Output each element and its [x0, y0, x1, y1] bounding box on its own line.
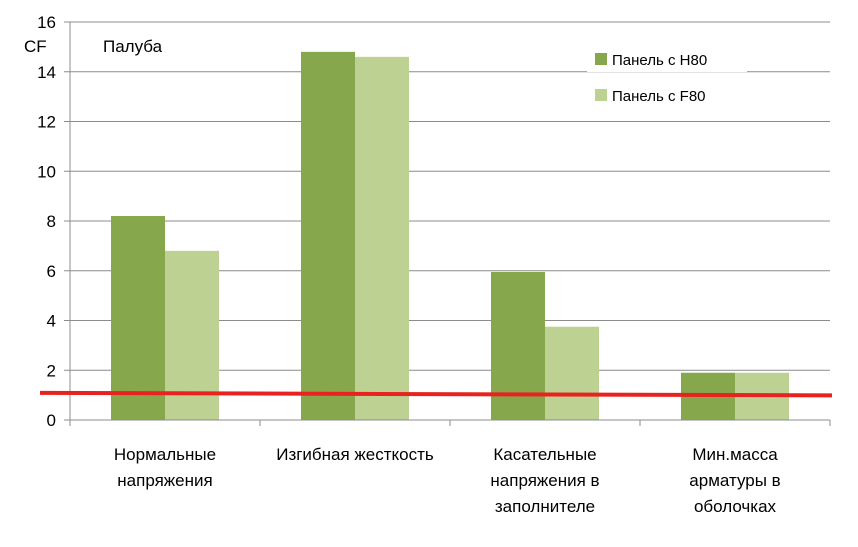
y-axis-label: CF: [24, 37, 47, 56]
category-label: Изгибная жесткость: [276, 445, 434, 464]
y-tick-label: 10: [37, 162, 56, 181]
y-tick-label: 8: [47, 212, 56, 231]
y-tick-label: 2: [47, 361, 56, 380]
legend-swatch: [595, 53, 607, 65]
legend-background: [587, 84, 747, 108]
y-tick-label: 14: [37, 63, 56, 82]
legend-label: Панель с F80: [612, 88, 706, 105]
reference-line: [39, 390, 833, 398]
category-label: Мин.масса: [692, 445, 778, 464]
category-label: Касательные: [493, 445, 596, 464]
y-tick-label: 12: [37, 113, 56, 132]
y-tick-label: 0: [47, 411, 56, 430]
reference-line-mark: [39, 390, 833, 398]
y-tick-labels: 0 2 4 6 8 10 12 14 16: [37, 13, 56, 430]
category-label: заполнителе: [495, 497, 595, 516]
legend-swatch: [595, 89, 607, 101]
y-tick-label: 6: [47, 262, 56, 281]
category-labels: Нормальные напряжения Изгибная жесткость Ка…: [114, 445, 781, 516]
legend: Панель с H80 Панель с F80: [587, 48, 747, 108]
legend-background: [587, 48, 747, 72]
y-tick-label: 4: [47, 312, 56, 331]
bar-2-2: [355, 56, 409, 420]
category-label: напряжения: [117, 471, 212, 490]
category-label: Нормальные: [114, 445, 216, 464]
category-label: напряжения в: [490, 471, 599, 490]
bar-2-3: [545, 326, 599, 420]
category-label: оболочках: [694, 497, 777, 516]
bar-1-3: [491, 271, 545, 420]
legend-label: Панель с H80: [612, 52, 707, 69]
category-label: арматуры в: [689, 471, 780, 490]
bar-1-1: [111, 216, 165, 420]
chart-annotation: Палуба: [103, 37, 163, 56]
bar-1-2: [301, 51, 355, 420]
axes: [64, 21, 831, 426]
y-tick-label: 16: [37, 13, 56, 32]
